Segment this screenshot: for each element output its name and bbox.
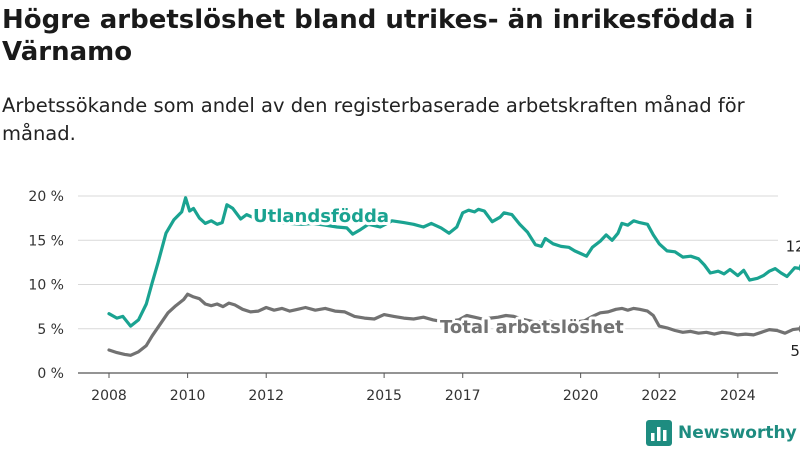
page-title: Högre arbetslöshet bland utrikes- än inr… (2, 5, 754, 67)
series-line-utlandsfödda (107, 196, 800, 328)
x-tick-label: 2024 (720, 388, 756, 404)
end-value-label: 5 % (790, 342, 800, 360)
x-axis: 2008 2010 2012 2015 2017 2020 2022 2024 (91, 373, 756, 404)
x-tick-label: 2010 (170, 388, 206, 404)
y-tick-label: 20 % (28, 189, 64, 205)
x-tick-label: 2012 (248, 388, 284, 404)
brand: Newsworthy (646, 420, 797, 446)
x-tick-label: 2017 (445, 388, 481, 404)
series-name-label: Total arbetslöshet (440, 317, 624, 338)
series-line-total-arbetslöshet (107, 292, 800, 357)
brand-name: Newsworthy (678, 423, 797, 443)
x-tick-label: 2022 (641, 388, 677, 404)
series-lines (107, 196, 800, 357)
y-tick-label: 15 % (28, 233, 64, 249)
y-tick-label: 10 % (28, 278, 64, 294)
x-tick-label: 2015 (366, 388, 402, 404)
series-labels: 12 % 5 % Utlandsfödda Total arbetslöshet (250, 203, 800, 360)
page-subtitle: Arbetssökande som andel av den registerb… (2, 94, 745, 145)
gridlines (78, 195, 778, 374)
x-tick-label: 2020 (563, 388, 599, 404)
end-value-label: 12 % (786, 238, 800, 256)
y-axis: 0 % 5 % 10 % 15 % 20 % (28, 189, 64, 382)
y-tick-label: 5 % (37, 322, 64, 338)
y-tick-label: 0 % (37, 366, 64, 382)
bar-chart-logo-icon (646, 420, 672, 446)
x-tick-label: 2008 (91, 388, 127, 404)
series-name-label: Utlandsfödda (253, 206, 389, 227)
